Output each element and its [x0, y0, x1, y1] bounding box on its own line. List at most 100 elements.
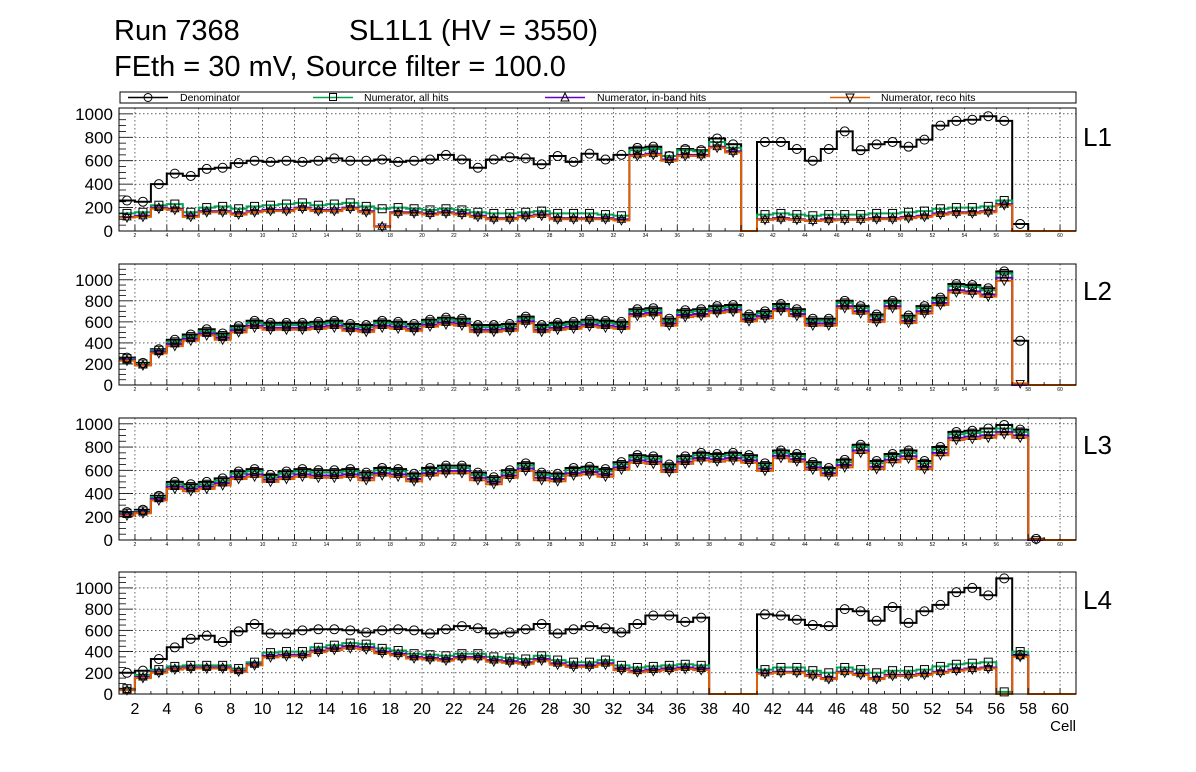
data-point: [409, 204, 419, 214]
data-point: [696, 456, 706, 466]
run-title: Run 7368: [114, 15, 240, 47]
data-point: [760, 670, 770, 680]
data-point: [520, 656, 531, 666]
data-point: [201, 665, 212, 674]
data-point: [951, 281, 961, 291]
data-point: [967, 435, 978, 445]
data-point: [297, 473, 308, 483]
data-point: [887, 672, 898, 682]
data-point: [808, 322, 818, 332]
x-tick-label: 12: [292, 542, 298, 548]
data-point: [808, 466, 818, 476]
data-point: [249, 205, 260, 215]
x-tick-label: 32: [611, 542, 617, 548]
data-point: [250, 466, 260, 476]
data-point: [871, 215, 882, 225]
data-point: [297, 326, 308, 336]
data-point: [186, 332, 196, 342]
data-point: [935, 295, 945, 305]
data-point: [776, 662, 786, 672]
x-tick-label: 50: [898, 542, 904, 548]
data-point: [505, 215, 515, 225]
data-point: [202, 203, 212, 213]
data-point: [281, 652, 292, 662]
data-point: [170, 203, 180, 213]
data-point: [1015, 379, 1025, 389]
data-point: [872, 458, 882, 468]
data-point: [297, 205, 308, 215]
data-point: [568, 325, 579, 335]
data-point: [266, 472, 276, 482]
data-point: [712, 144, 722, 154]
x-tick-label: 40: [738, 387, 744, 393]
data-point: [345, 321, 355, 331]
x-tick-label: 46: [834, 387, 840, 393]
data-point: [1015, 647, 1025, 657]
series-line-1: [119, 115, 1076, 232]
x-tick-label: 56: [987, 701, 1005, 718]
data-point: [457, 655, 467, 664]
data-point: [169, 642, 180, 653]
data-point: [233, 158, 244, 169]
data-point: [377, 465, 387, 475]
data-point: [887, 215, 898, 225]
data-point: [377, 625, 388, 636]
data-point: [393, 651, 403, 661]
data-point: [919, 134, 930, 145]
data-point: [951, 429, 961, 439]
x-tick-label: 32: [611, 233, 617, 239]
data-point: [776, 301, 786, 311]
x-tick-label: 24: [483, 233, 489, 239]
data-point: [983, 434, 994, 444]
data-point: [648, 305, 658, 315]
data-point: [473, 210, 483, 220]
x-tick-label: 34: [636, 701, 654, 718]
data-point: [983, 662, 994, 671]
data-point: [361, 322, 371, 332]
data-point: [169, 168, 180, 179]
data-point: [249, 324, 260, 334]
data-point: [345, 644, 356, 654]
data-point: [329, 640, 339, 650]
data-point: [680, 454, 690, 464]
data-point: [807, 620, 818, 631]
y-tick-label: 600: [85, 152, 113, 171]
data-point: [648, 144, 658, 154]
data-point: [393, 466, 403, 476]
data-point: [441, 206, 451, 216]
data-point: [313, 474, 324, 484]
x-tick-label: 42: [770, 542, 776, 548]
data-point: [473, 655, 483, 664]
data-point: [871, 615, 882, 626]
data-point: [919, 665, 929, 675]
data-point: [377, 472, 387, 481]
data-point: [839, 304, 850, 314]
y-tick-label: 0: [104, 685, 113, 704]
data-point: [632, 453, 642, 463]
data-point: [792, 216, 802, 226]
data-point: [903, 455, 914, 465]
data-point: [552, 326, 563, 336]
data-point: [552, 215, 563, 225]
data-point: [520, 319, 531, 329]
data-point: [329, 642, 340, 652]
data-point: [425, 465, 435, 475]
x-tick-label: 20: [419, 542, 425, 548]
data-point: [537, 322, 547, 332]
data-point: [648, 151, 659, 161]
data-point: [265, 204, 276, 214]
data-point: [249, 661, 260, 671]
data-point: [648, 610, 659, 621]
data-point: [329, 153, 340, 164]
data-point: [297, 202, 308, 212]
data-point: [664, 157, 675, 167]
data-point: [951, 115, 962, 126]
data-point: [440, 149, 451, 160]
data-point: [137, 196, 148, 207]
x-tick-label: 44: [796, 701, 814, 718]
data-point: [903, 141, 914, 152]
data-point: [521, 461, 531, 471]
data-point: [585, 317, 595, 327]
x-tick-label: 18: [381, 701, 399, 718]
